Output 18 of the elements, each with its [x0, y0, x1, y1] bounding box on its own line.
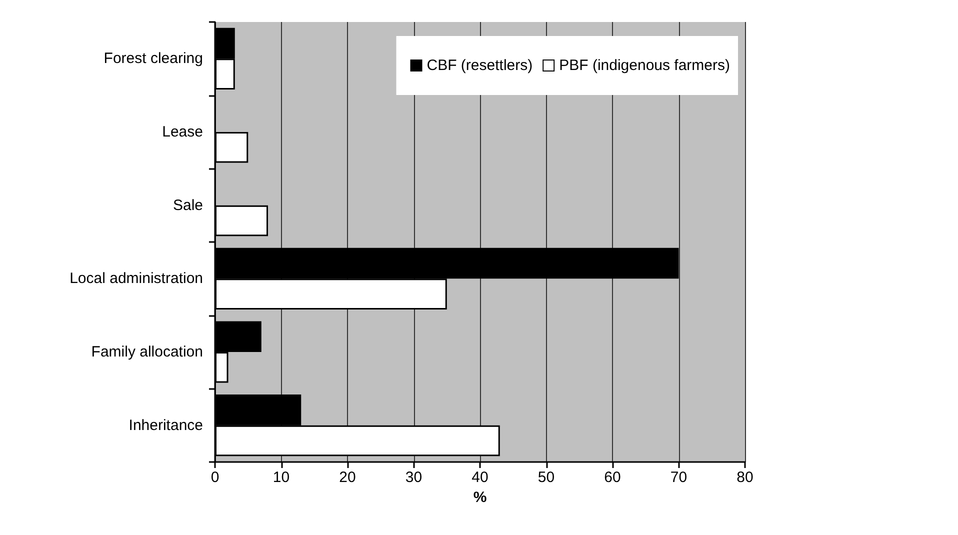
x-tick-label: 10 [272, 469, 290, 486]
x-tick-label: 70 [670, 469, 688, 486]
y-tick-label: Local administration [70, 270, 203, 288]
y-tick-label: Lease [162, 124, 203, 140]
x-tick-label: 50 [538, 469, 555, 486]
legend-label: CBF (resettlers) [426, 57, 533, 74]
x-tick-label: 60 [604, 469, 621, 486]
y-tick-label: Forest clearing [104, 50, 203, 68]
x-axis-title: % [473, 488, 487, 506]
y-tick-label: Sale [172, 196, 203, 214]
x-tick-label: 40 [472, 469, 488, 486]
x-tick-label: 20 [339, 469, 356, 486]
x-tick-label: 80 [736, 469, 754, 486]
legend-label: PBF (indigenous farmers) [559, 57, 730, 74]
y-tick-label: Family allocation [91, 344, 203, 360]
x-tick-label: 30 [405, 469, 422, 486]
x-tick-label: 0 [210, 469, 220, 486]
y-tick-label: Inheritance [128, 416, 203, 434]
